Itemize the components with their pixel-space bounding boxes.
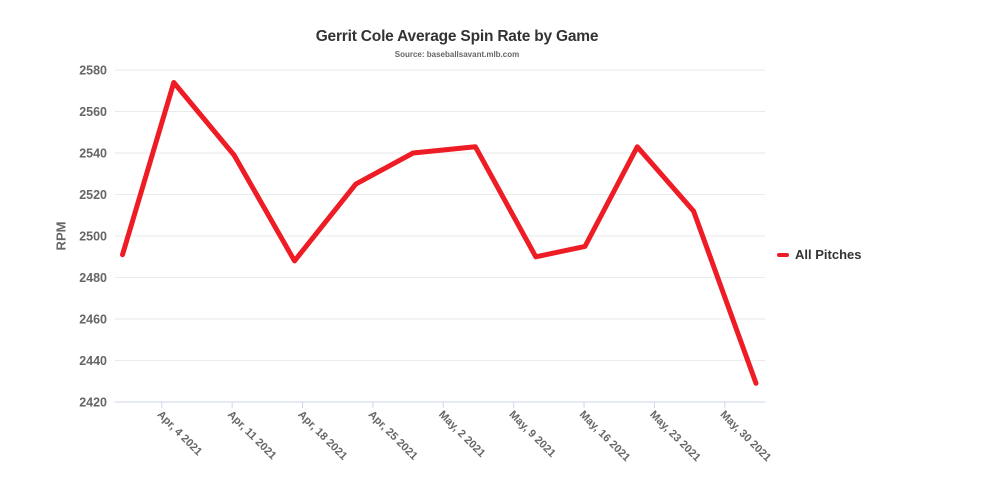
x-tick-label: May, 2 2021 [436, 409, 487, 460]
legend-line-icon [777, 252, 789, 257]
chart-subtitle: Source: baseballsavant.mlb.com [394, 50, 520, 59]
x-tick-label: May, 23 2021 [647, 409, 702, 464]
y-tick-label: 2420 [79, 396, 107, 410]
legend-item-all-pitches[interactable]: All Pitches [777, 247, 861, 262]
y-tick-label: 2520 [79, 188, 107, 202]
x-tick-label: Apr, 4 2021 [155, 409, 205, 459]
y-tick-label: 2460 [79, 313, 107, 327]
y-tick-label: 2440 [79, 354, 107, 368]
x-tick-label: May, 9 2021 [507, 409, 558, 460]
y-tick-label: 2480 [79, 271, 107, 285]
legend-label: All Pitches [795, 247, 862, 262]
x-tick-label: May, 16 2021 [577, 409, 632, 464]
y-tick-label: 2500 [79, 230, 107, 244]
y-tick-label: 2540 [79, 147, 107, 161]
x-tick-label: Apr, 25 2021 [366, 409, 420, 463]
y-tick-label: 2580 [79, 64, 107, 78]
x-tick-label: May, 30 2021 [718, 409, 773, 464]
y-tick-label: 2560 [79, 105, 107, 119]
chart-title: Gerrit Cole Average Spin Rate by Game [315, 28, 599, 45]
x-tick-label: Apr, 11 2021 [225, 409, 278, 462]
series-line-all-pitches[interactable] [120, 80, 759, 386]
x-tick-label: Apr, 18 2021 [295, 409, 349, 463]
